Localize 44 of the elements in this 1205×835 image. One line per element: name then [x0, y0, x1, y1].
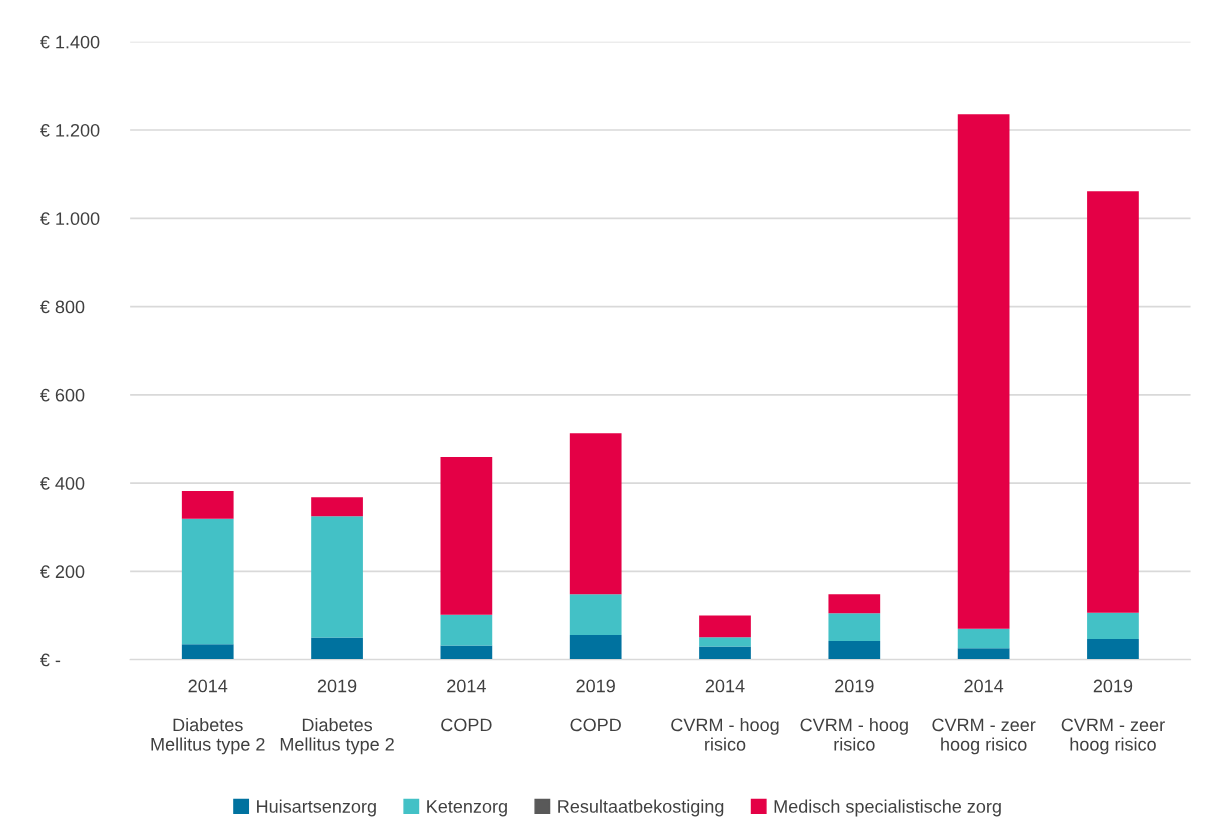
category-label: 2014 COPD	[441, 679, 492, 732]
category-label: 2019 COPD	[570, 679, 621, 732]
y-tick-label: € 400	[40, 477, 85, 490]
bar	[1087, 191, 1139, 613]
bar	[699, 615, 751, 638]
legend-label: Huisartsenzorg	[257, 799, 376, 817]
bar	[440, 614, 493, 646]
bar	[957, 628, 1010, 649]
bar	[699, 646, 751, 660]
y-tick-label: € 200	[40, 565, 85, 579]
y-tick-label: € -	[40, 653, 61, 667]
bar	[957, 648, 1010, 660]
bar	[181, 644, 234, 660]
bar	[181, 518, 234, 645]
bar	[569, 634, 622, 660]
bar	[1087, 638, 1139, 660]
bar	[440, 457, 493, 615]
category-label: 2014 CVRM - zeer hoog risico	[932, 679, 1036, 755]
bar	[828, 594, 881, 614]
legend-label: Medisch specialistische zorg	[774, 799, 1001, 817]
bar	[828, 613, 881, 642]
category-label: 2019 CVRM - zeer hoog risico	[1061, 679, 1165, 755]
bar	[311, 497, 363, 517]
category-label: 2019 Diabetes Mellitus type 2	[280, 679, 394, 755]
y-tick-label: € 600	[40, 388, 85, 402]
bar	[569, 594, 622, 635]
bar	[181, 491, 234, 519]
category-label: 2014 Diabetes Mellitus type 2	[151, 679, 265, 755]
legend-label: Ketenzorg	[427, 800, 507, 817]
category-label: 2014 CVRM - hoog risico	[671, 679, 779, 751]
y-tick-label: € 1.200	[40, 123, 100, 137]
bar	[957, 114, 1010, 629]
bar	[311, 637, 363, 660]
category-label: 2019 CVRM - hoog risico	[800, 679, 908, 751]
bar	[1087, 612, 1139, 639]
bar	[311, 516, 363, 638]
bar	[569, 433, 622, 595]
y-tick-label: € 800	[40, 300, 85, 314]
y-tick-label: € 1.000	[40, 212, 100, 226]
bar	[699, 637, 751, 647]
legend-label: Resultaatbekostiging	[558, 799, 724, 817]
y-tick-label: € 1.400	[40, 35, 100, 49]
bar	[440, 645, 493, 660]
bar	[828, 641, 881, 660]
